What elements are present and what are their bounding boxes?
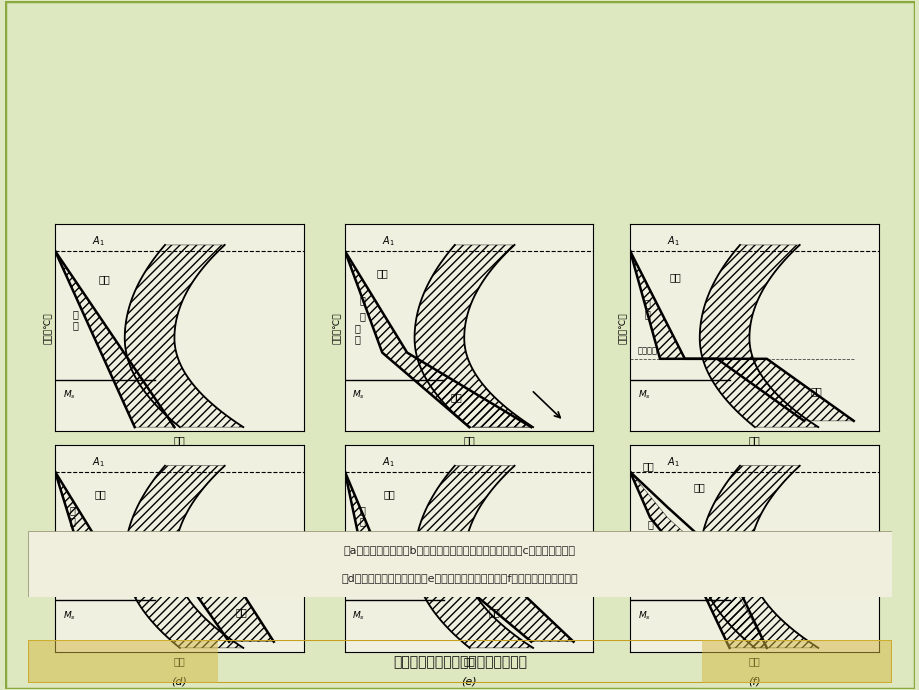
Y-axis label: 温度（℃）: 温度（℃） [333, 533, 342, 564]
Text: 空冷: 空冷 [810, 386, 822, 396]
FancyBboxPatch shape [28, 640, 218, 683]
FancyBboxPatch shape [28, 531, 891, 597]
Text: $M_s$: $M_s$ [352, 610, 365, 622]
X-axis label: 时间: 时间 [463, 656, 474, 667]
Text: $A_1$: $A_1$ [667, 234, 679, 248]
Text: （d）贝氏体等温淬火法；（e）马氏体等温淬火法；（f）预冷（空冷）淬火法: （d）贝氏体等温淬火法；（e）马氏体等温淬火法；（f）预冷（空冷）淬火法 [341, 573, 578, 582]
X-axis label: 时间: 时间 [748, 656, 759, 667]
Text: 介质温度: 介质温度 [68, 540, 87, 549]
Text: 表
面: 表 面 [70, 505, 75, 526]
Text: 预冷: 预冷 [641, 461, 653, 471]
Text: $A_1$: $A_1$ [667, 455, 679, 469]
Y-axis label: 温度（℃）: 温度（℃） [43, 533, 52, 564]
Text: 表
面: 表 面 [359, 505, 365, 526]
Text: 中心: 中心 [99, 274, 110, 284]
Y-axis label: 温度（℃）: 温度（℃） [618, 533, 627, 564]
Text: 介质温度: 介质温度 [637, 346, 657, 355]
X-axis label: 时间: 时间 [748, 435, 759, 446]
Text: 水: 水 [359, 295, 365, 305]
Text: $M_s$: $M_s$ [637, 389, 650, 402]
Text: $A_1$: $A_1$ [382, 234, 394, 248]
Text: （a）单液淬火法；（b）双液淬火法（先水淬后油冷）；（c）分级淬火法；: （a）单液淬火法；（b）双液淬火法（先水淬后油冷）；（c）分级淬火法； [344, 545, 575, 555]
Text: (c): (c) [746, 456, 761, 466]
X-axis label: 时间: 时间 [174, 656, 185, 667]
Y-axis label: 温度（℃）: 温度（℃） [618, 312, 627, 344]
Text: 中心: 中心 [668, 272, 680, 282]
X-axis label: 时间: 时间 [174, 435, 185, 446]
Text: $M_s$: $M_s$ [637, 610, 650, 622]
Text: $A_1$: $A_1$ [92, 455, 105, 469]
Text: 材料科学与工程专业《淬火与回火》: 材料科学与工程专业《淬火与回火》 [392, 655, 527, 669]
Y-axis label: 温度（℃）: 温度（℃） [333, 312, 342, 344]
Text: 中心: 中心 [383, 489, 395, 499]
Text: (f): (f) [747, 677, 760, 687]
Text: 空冷: 空冷 [488, 607, 499, 617]
Text: $M_s$: $M_s$ [352, 389, 365, 402]
Text: (d): (d) [171, 677, 187, 687]
Text: 表
面: 表 面 [354, 324, 360, 344]
Text: 中心: 中心 [693, 482, 705, 493]
Text: (b): (b) [460, 456, 477, 466]
Y-axis label: 温度（℃）: 温度（℃） [43, 312, 52, 344]
Text: 油冷: 油冷 [450, 392, 462, 402]
Text: $M_s$: $M_s$ [62, 610, 75, 622]
Text: 表
面: 表 面 [644, 299, 650, 319]
Text: 中心: 中心 [376, 268, 388, 278]
FancyBboxPatch shape [701, 640, 891, 683]
Text: (a): (a) [172, 456, 187, 466]
Text: $A_1$: $A_1$ [92, 234, 105, 248]
Text: 表
面: 表 面 [646, 520, 652, 540]
Text: $M_s$: $M_s$ [62, 389, 75, 402]
Text: $A_1$: $A_1$ [382, 455, 394, 469]
Text: 冷: 冷 [359, 311, 365, 322]
Text: 表
面: 表 面 [72, 309, 78, 330]
X-axis label: 时间: 时间 [463, 435, 474, 446]
Text: 中心: 中心 [94, 489, 106, 499]
Text: (e): (e) [461, 677, 476, 687]
Text: 空冷: 空冷 [235, 607, 247, 617]
